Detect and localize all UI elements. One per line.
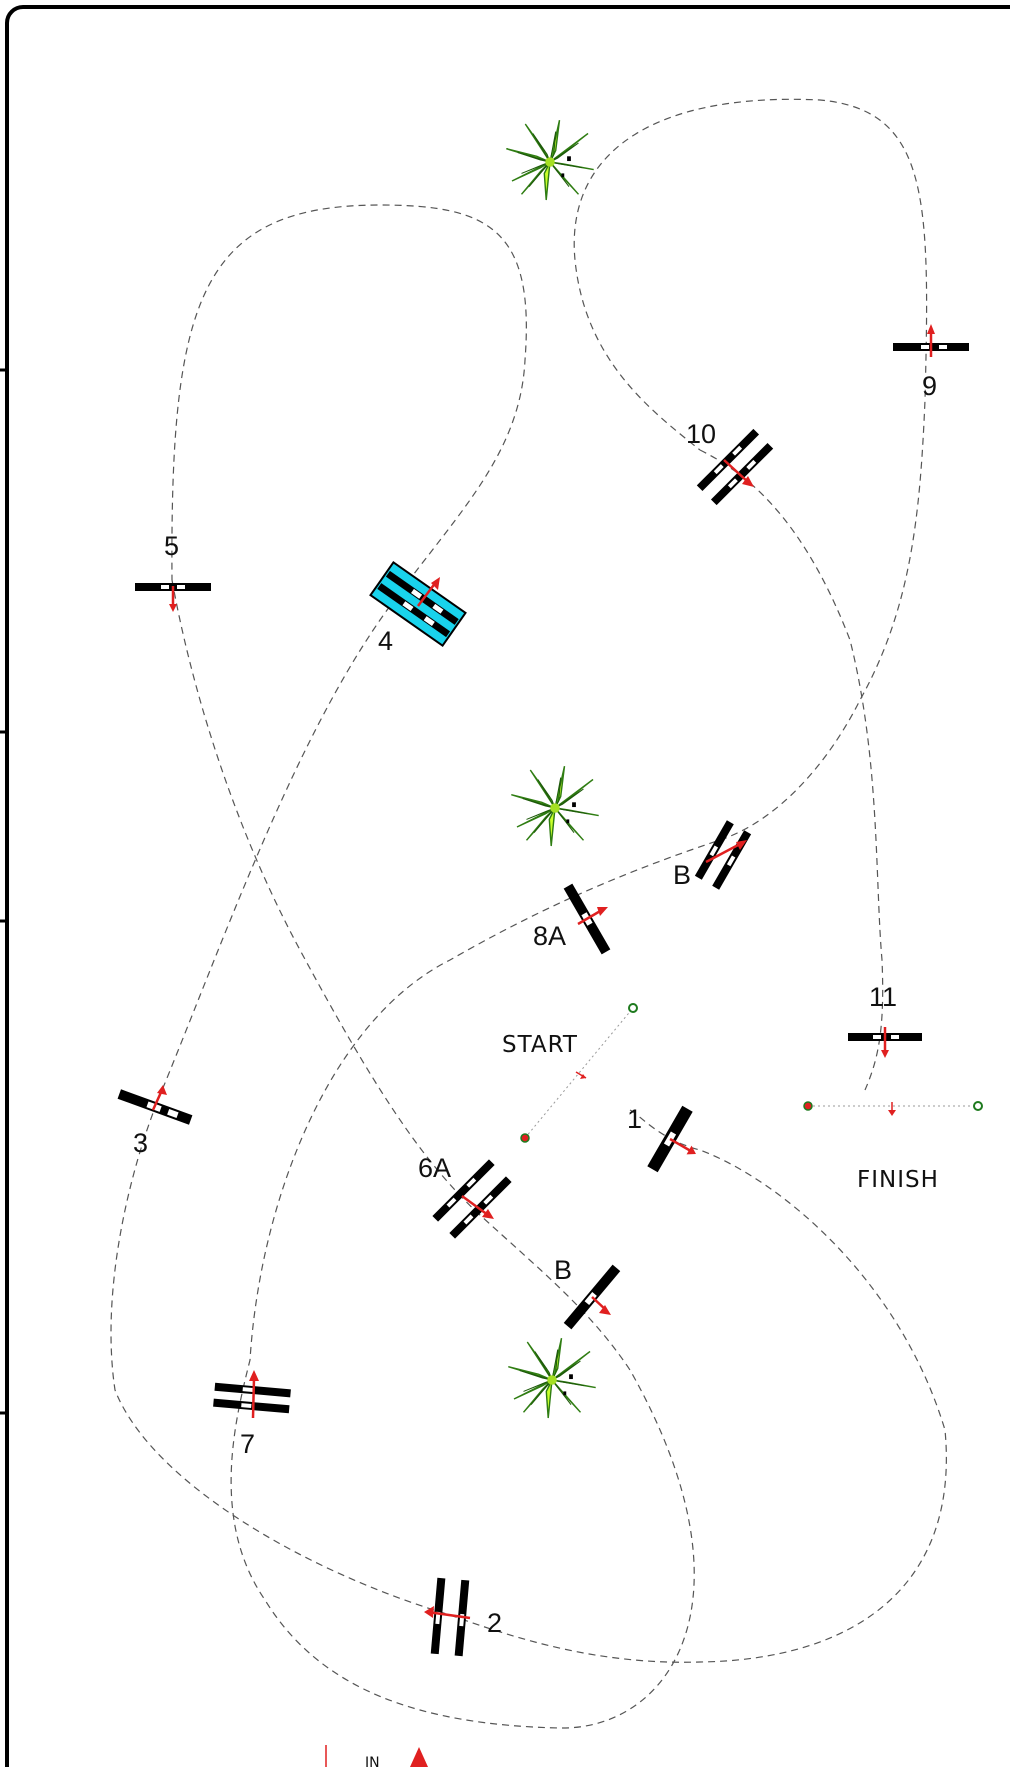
- obstacle-2-label: 2: [487, 1608, 502, 1638]
- obstacle-7-arrow: [251, 1377, 256, 1419]
- obstacle-10-arrow: [723, 459, 749, 483]
- obstacle-1-label: 1: [627, 1104, 642, 1134]
- legend: IN: [325, 1745, 428, 1767]
- start-label: START: [502, 1032, 578, 1058]
- obstacle-6b-label: B: [554, 1255, 572, 1285]
- obstacle-8a-label: 8A: [533, 921, 566, 951]
- finish-label: FINISH: [857, 1167, 939, 1193]
- obstacle-9-label: 9: [922, 371, 937, 401]
- plant-icon: [507, 1337, 597, 1419]
- start-flag-left: [520, 1133, 530, 1143]
- finish-flag-left: [803, 1101, 813, 1111]
- obstacle-10: [696, 428, 774, 506]
- obstacle-1: [647, 1105, 696, 1173]
- obstacle-8b-label: B: [673, 860, 691, 890]
- obstacle-2-arrow: [427, 1610, 471, 1620]
- obstacle-10-label: 10: [686, 419, 716, 449]
- obstacle-4-arrow: [417, 581, 437, 607]
- finish-flag-right: [973, 1101, 983, 1111]
- legend-arrow-icon: [410, 1747, 428, 1767]
- obstacle-7-label: 7: [240, 1429, 255, 1459]
- arena-border: [5, 5, 1010, 1767]
- decorations: [505, 119, 600, 1419]
- obstacle-3-label: 3: [133, 1128, 148, 1158]
- course-route: [110, 98, 947, 1729]
- start-line: START: [502, 1003, 638, 1143]
- obstacle-11-label: 11: [869, 982, 897, 1012]
- plant-icon: [505, 119, 595, 201]
- legend-in-label: IN: [365, 1755, 380, 1767]
- start-flag-right: [628, 1003, 638, 1013]
- obstacle-8b-arrow: [705, 842, 741, 864]
- obstacle-5-label: 5: [164, 531, 179, 561]
- obstacle-4-label: 4: [378, 626, 393, 656]
- obstacle-6a-label: 6A: [418, 1153, 451, 1183]
- obstacle-6a: [432, 1159, 512, 1239]
- obstacle-8a-arrow: [577, 908, 603, 926]
- obstacle-6a-arrow: [461, 1194, 489, 1217]
- finish-line: FINISH: [803, 1101, 983, 1193]
- plant-icon: [510, 765, 600, 847]
